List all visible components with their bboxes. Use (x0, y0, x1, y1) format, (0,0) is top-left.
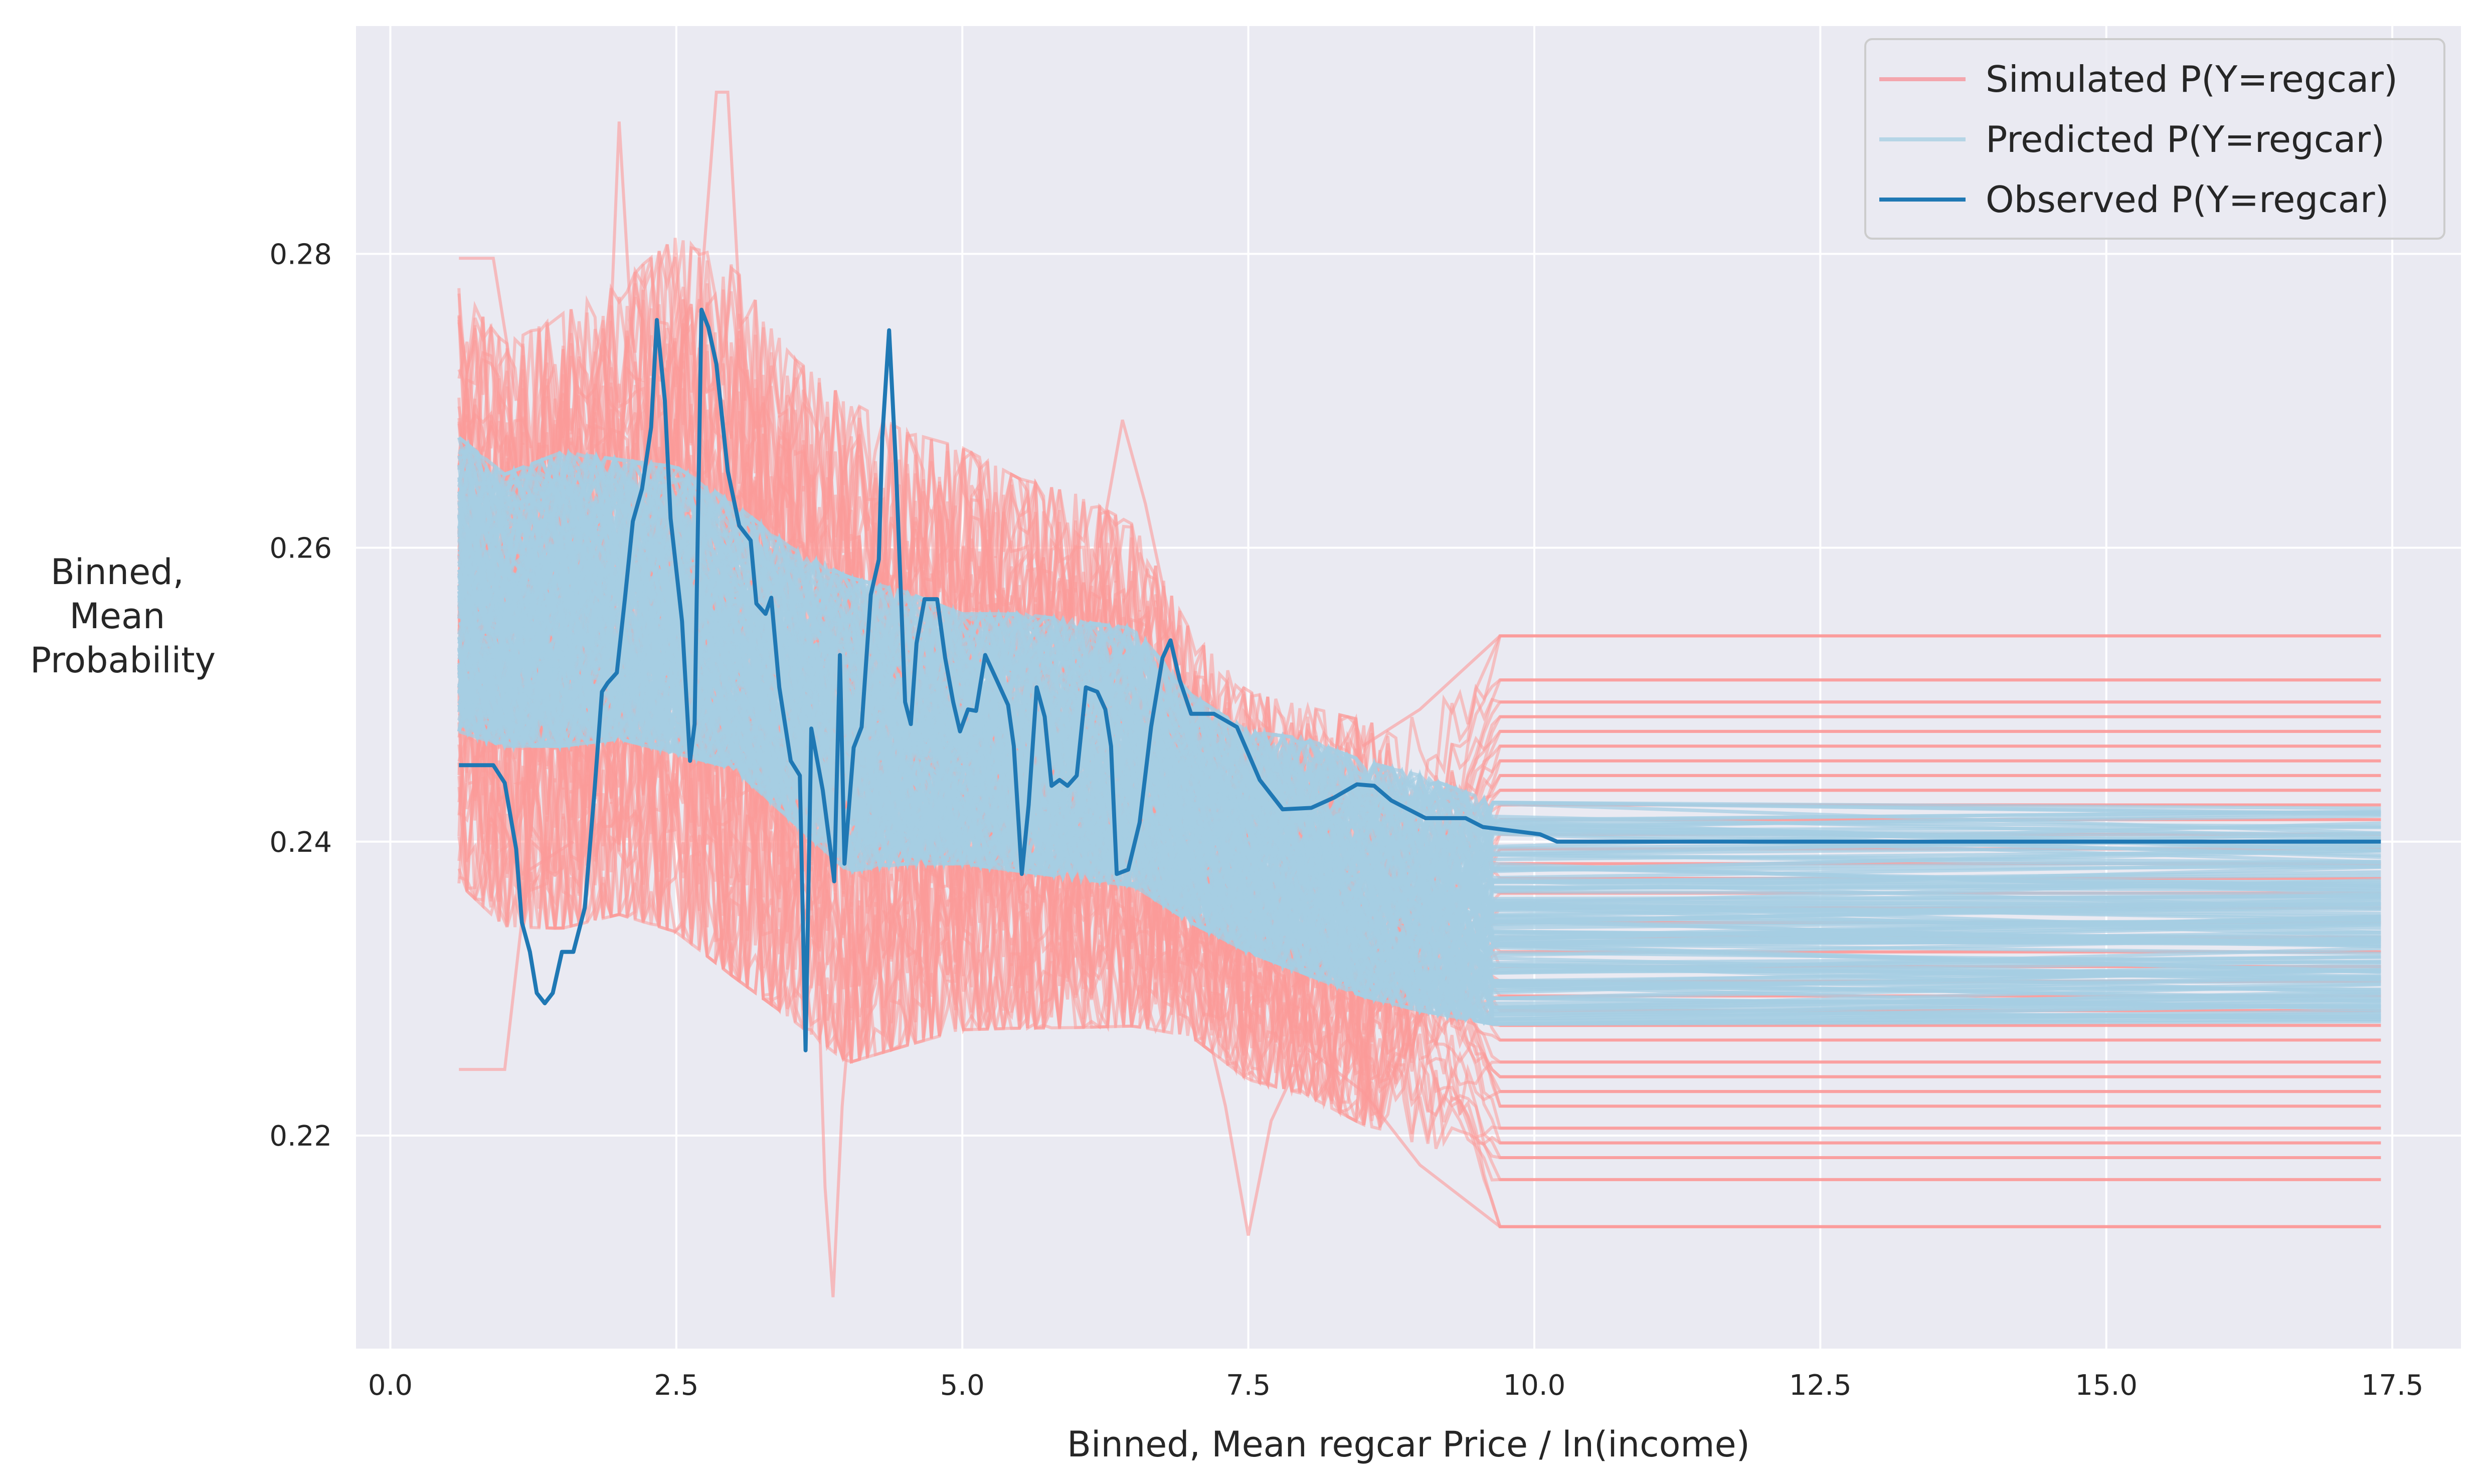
simulated-line (459, 257, 518, 401)
y-axis-label-line-2: Mean (70, 596, 165, 637)
legend-label-predicted: Predicted P(Y=regcar) (1986, 118, 2385, 160)
simulated-line (457, 721, 2381, 1126)
simulated-line (1189, 959, 2381, 1236)
legend-label-simulated: Simulated P(Y=regcar) (1986, 58, 2398, 100)
simulated-line (1362, 634, 2381, 748)
simulated-line (457, 681, 2381, 1115)
simulated-line (1098, 419, 1181, 666)
x-tick-label: 10.0 (1503, 1369, 1566, 1402)
series-layer (457, 90, 2381, 1297)
y-tick-label: 0.28 (269, 238, 332, 271)
simulated-line (697, 90, 747, 401)
legend-frame (1864, 38, 2445, 240)
predicted-line (457, 499, 2381, 873)
predicted-line (458, 565, 2381, 941)
predicted-line (458, 436, 2381, 836)
legend: Simulated P(Y=regcar) Predicted P(Y=regc… (1864, 38, 2445, 240)
simulated-line (812, 841, 861, 1297)
predicted-line (458, 690, 2381, 1024)
x-tick-label: 15.0 (2075, 1369, 2138, 1402)
predicted-line (459, 630, 2381, 985)
x-tick-label: 7.5 (1226, 1369, 1271, 1402)
tick-labels: 0.0 2.5 5.0 7.5 10.0 12.5 15.0 17.5 0.22 0.24 0.26… (269, 238, 2423, 1402)
y-axis-label-line-1: Binned, (51, 551, 184, 593)
simulated-line (458, 634, 2381, 1123)
y-tick-label: 0.26 (269, 532, 332, 565)
y-axis-label: Binned, Mean Probability (30, 551, 216, 681)
simulated-line (606, 121, 644, 431)
simulated-line (459, 840, 575, 1071)
x-tick-label: 12.5 (1789, 1369, 1852, 1402)
y-tick-label: 0.22 (269, 1120, 332, 1153)
legend-label-observed: Observed P(Y=regcar) (1986, 178, 2389, 221)
y-tick-label: 0.24 (269, 826, 332, 859)
x-tick-label: 17.5 (2361, 1369, 2424, 1402)
x-tick-label: 0.0 (368, 1369, 413, 1402)
predicted-line (457, 617, 2381, 976)
observed-line (459, 307, 2381, 1052)
y-axis-label-line-3: Probability (30, 640, 216, 681)
x-tick-label: 5.0 (940, 1369, 985, 1402)
x-axis-label: Binned, Mean regcar Price / ln(income) (1067, 1424, 1750, 1465)
predicted-line (457, 673, 2381, 1021)
x-tick-label: 2.5 (654, 1369, 698, 1402)
